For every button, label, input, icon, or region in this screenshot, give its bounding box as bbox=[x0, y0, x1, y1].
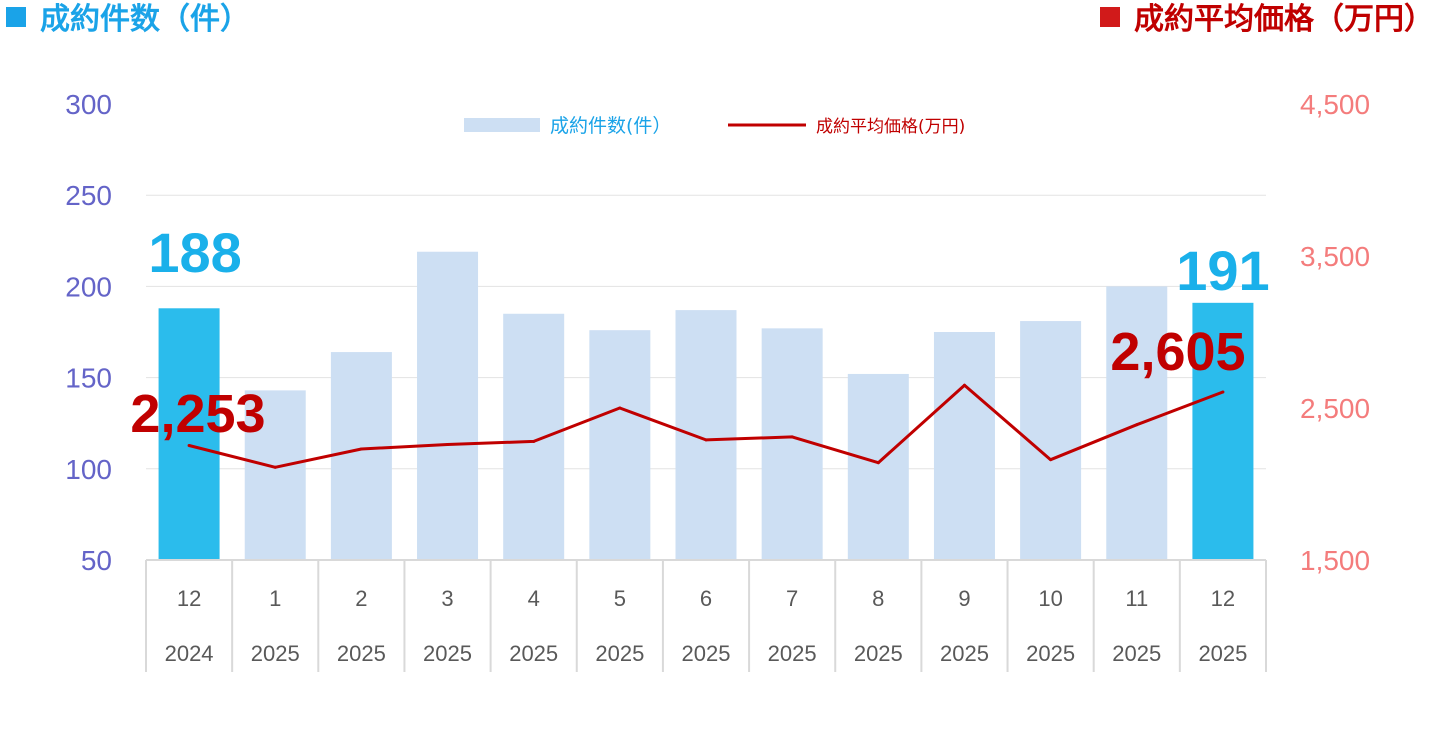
left-tick-label: 50 bbox=[81, 545, 112, 576]
right-tick-label: 1,500 bbox=[1300, 545, 1370, 576]
line-point bbox=[1221, 390, 1225, 394]
bar bbox=[847, 373, 909, 560]
data-labels: 188 191 2,253 2,605 bbox=[130, 221, 1269, 444]
line-point bbox=[790, 435, 794, 439]
left-axis-title: 成約件数（件） bbox=[6, 0, 250, 40]
axes: 300 250 200 150 100 50 4,500 3,500 2,500 1,500 bbox=[65, 89, 1370, 576]
month-label: 1 bbox=[269, 586, 281, 611]
bar bbox=[244, 390, 306, 560]
bar bbox=[589, 330, 651, 560]
line-series bbox=[187, 383, 1225, 469]
year-label: 2025 bbox=[337, 641, 386, 666]
year-label: 2025 bbox=[854, 641, 903, 666]
bar bbox=[417, 251, 479, 560]
year-label: 2025 bbox=[768, 641, 817, 666]
month-label: 11 bbox=[1125, 586, 1148, 611]
data-label-bar-first: 188 bbox=[148, 221, 241, 284]
legend: 成約件数(件） 成約平均価格(万円) bbox=[464, 115, 965, 137]
line-point bbox=[876, 461, 880, 465]
year-label: 2025 bbox=[423, 641, 472, 666]
line-point bbox=[618, 406, 622, 410]
month-label: 6 bbox=[700, 586, 712, 611]
month-label: 12 bbox=[177, 586, 201, 611]
legend-bar-swatch bbox=[464, 118, 540, 132]
data-label-line-last: 2,605 bbox=[1110, 322, 1245, 382]
square-icon bbox=[1100, 7, 1120, 27]
year-label: 2025 bbox=[509, 641, 558, 666]
month-label: 12 bbox=[1211, 586, 1235, 611]
line-point bbox=[1049, 458, 1053, 462]
left-tick-label: 250 bbox=[65, 180, 112, 211]
line-point bbox=[359, 447, 363, 451]
square-icon bbox=[6, 7, 26, 27]
data-label-bar-last: 191 bbox=[1176, 239, 1269, 302]
bar bbox=[933, 332, 995, 560]
bar bbox=[675, 310, 737, 560]
category-axis: 12 2024 1 2025 2 2025 3 2025 4 2025 5 2025 6 2025 7 202… bbox=[145, 559, 1267, 672]
month-label: 9 bbox=[958, 586, 970, 611]
month-label: 3 bbox=[441, 586, 453, 611]
left-tick-label: 300 bbox=[65, 89, 112, 120]
right-axis-title: 成約平均価格（万円） bbox=[1100, 0, 1434, 40]
bar-series bbox=[158, 251, 1254, 560]
legend-line-label: 成約平均価格(万円) bbox=[816, 117, 965, 137]
line-point bbox=[1135, 423, 1139, 427]
bar bbox=[503, 313, 565, 560]
left-tick-label: 100 bbox=[65, 454, 112, 485]
left-axis-title-text: 成約件数（件） bbox=[40, 2, 250, 37]
right-tick-label: 2,500 bbox=[1300, 393, 1370, 424]
legend-bar-label: 成約件数(件） bbox=[550, 115, 671, 137]
left-tick-label: 200 bbox=[65, 271, 112, 302]
year-label: 2025 bbox=[1112, 641, 1161, 666]
line-point bbox=[446, 442, 450, 446]
month-label: 2 bbox=[355, 586, 367, 611]
month-label: 7 bbox=[786, 586, 798, 611]
line-point bbox=[187, 444, 191, 448]
bar bbox=[1192, 302, 1254, 560]
year-label: 2025 bbox=[251, 641, 300, 666]
month-label: 4 bbox=[528, 586, 540, 611]
month-label: 5 bbox=[614, 586, 626, 611]
year-label: 2025 bbox=[595, 641, 644, 666]
year-label: 2024 bbox=[165, 641, 214, 666]
right-tick-label: 3,500 bbox=[1300, 241, 1370, 272]
line-point bbox=[532, 439, 536, 443]
year-label: 2025 bbox=[940, 641, 989, 666]
right-axis-title-text: 成約平均価格（万円） bbox=[1134, 2, 1434, 37]
bar bbox=[158, 308, 220, 560]
bar bbox=[330, 352, 392, 560]
month-label: 8 bbox=[872, 586, 884, 611]
line-point bbox=[273, 465, 277, 469]
month-label: 10 bbox=[1038, 586, 1062, 611]
data-label-line-first: 2,253 bbox=[130, 384, 265, 444]
year-label: 2025 bbox=[1026, 641, 1075, 666]
right-tick-label: 4,500 bbox=[1300, 89, 1370, 120]
year-label: 2025 bbox=[1198, 641, 1247, 666]
line-point bbox=[962, 383, 966, 387]
year-label: 2025 bbox=[682, 641, 731, 666]
left-tick-label: 150 bbox=[65, 363, 112, 394]
line-point bbox=[704, 438, 708, 442]
